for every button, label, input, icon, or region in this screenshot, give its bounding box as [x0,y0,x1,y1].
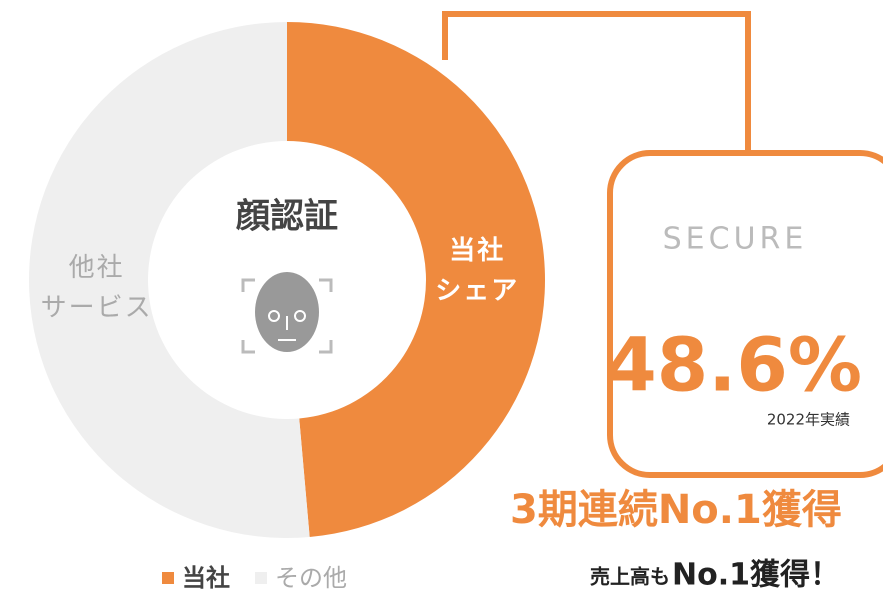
face-icon [241,272,333,354]
legend-label: その他 [275,564,347,592]
logo: SECURE [663,222,808,257]
subline-big: No.1獲得！ [672,558,840,593]
legend-swatch [255,572,267,584]
slice-label: 当社 [449,235,505,266]
legend-label: 当社 [182,564,230,592]
subline-small: 売上高も [590,565,670,589]
slice-label: シェア [435,276,519,306]
connector [442,11,751,152]
headline: 3期連続No.1獲得 [510,487,842,533]
result-box [607,150,883,478]
slice-label: サービス [41,293,153,323]
note: 2022年実績 [767,411,850,429]
legend-swatch [162,572,174,584]
center-label: 顔認証 [236,197,338,237]
slice [28,22,310,538]
slice-label: 他社 [69,253,125,283]
share-value: 48.6% [605,323,862,409]
slice [287,22,545,538]
